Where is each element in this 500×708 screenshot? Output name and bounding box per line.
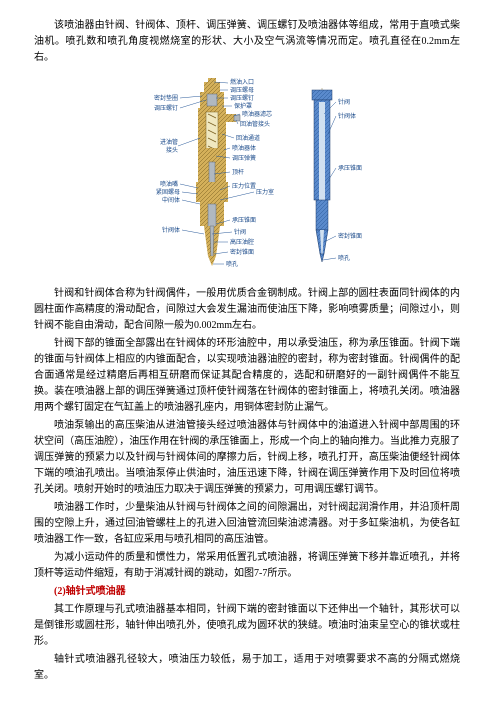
injector-figure: 密封垫圈 调压螺钉 进油管 接头 喷油嘴 紧固螺母 中间体 针阀体 燃油入口 调… xyxy=(34,74,460,280)
svg-text:针阀体: 针阀体 xyxy=(338,112,356,120)
svg-text:回油管接头: 回油管接头 xyxy=(240,120,270,128)
svg-text:喷孔: 喷孔 xyxy=(338,254,350,262)
svg-text:顶杆: 顶杆 xyxy=(232,168,244,176)
svg-text:密封锥面: 密封锥面 xyxy=(338,232,362,240)
svg-text:进油管: 进油管 xyxy=(160,138,178,146)
svg-text:针阀: 针阀 xyxy=(338,98,350,106)
svg-text:喷油器体: 喷油器体 xyxy=(232,144,256,152)
svg-text:调压螺钉: 调压螺钉 xyxy=(230,94,254,102)
svg-text:保护罩: 保护罩 xyxy=(234,102,252,110)
svg-text:调压弹簧: 调压弹簧 xyxy=(232,154,256,162)
paragraph-6: 为减小运动件的质量和惯性力，常采用低置孔式喷油器，将调压弹簧下移并靠近喷孔，并将… xyxy=(34,550,460,582)
svg-text:针阀: 针阀 xyxy=(234,228,246,236)
paragraph-7: 其工作原理与孔式喷油器基本相同，针阀下端的密封锥面以下还伸出一个轴针，其形状可以… xyxy=(34,602,460,650)
paragraph-2: 针阀和针阀体合称为针阀偶件，一般用优质合金钢制成。针阀上部的圆柱表面同针阀体的内… xyxy=(34,286,460,334)
svg-text:喷孔: 喷孔 xyxy=(226,260,238,268)
svg-text:调压螺母: 调压螺母 xyxy=(230,86,254,94)
svg-text:压力位置: 压力位置 xyxy=(232,182,256,190)
svg-text:承压锥面: 承压锥面 xyxy=(232,216,256,224)
svg-text:接头: 接头 xyxy=(166,146,178,154)
svg-text:回油通道: 回油通道 xyxy=(236,134,260,142)
svg-text:紧固螺母: 紧固螺母 xyxy=(156,188,180,196)
svg-text:密封锥面: 密封锥面 xyxy=(230,248,254,256)
paragraph-4: 喷油泵输出的高压柴油从进油管接头经过喷油器体与针阀体中的油道进入针阀中部周围的环… xyxy=(34,418,460,498)
right-injector xyxy=(312,88,332,262)
svg-text:燃油入口: 燃油入口 xyxy=(230,78,254,86)
svg-text:中间体: 中间体 xyxy=(162,196,180,204)
svg-text:密封垫圈: 密封垫圈 xyxy=(154,94,178,102)
paragraph-5: 喷油器工作时，少量柴油从针阀与针阀体之间的间隙漏出，对针阀起润滑作用，并沿顶杆周… xyxy=(34,500,460,548)
svg-text:承压锥面: 承压锥面 xyxy=(338,164,362,172)
svg-text:针阀体: 针阀体 xyxy=(162,226,180,234)
svg-text:喷油嘴: 喷油嘴 xyxy=(160,180,178,188)
paragraph-3: 针阀下部的锥面全部露出在针阀体的环形油腔中，用以承受油压，称为承压锥面。针阀下端… xyxy=(34,336,460,416)
svg-text:调压螺钉: 调压螺钉 xyxy=(154,104,178,112)
svg-text:压力室: 压力室 xyxy=(256,188,274,196)
svg-text:喷油器滤芯: 喷油器滤芯 xyxy=(242,110,272,118)
svg-text:高压油腔: 高压油腔 xyxy=(230,238,254,246)
paragraph-8: 轴针式喷油器孔径较大，喷油压力较低，易于加工，适用于对喷雾要求不高的分隔式燃烧室… xyxy=(34,652,460,684)
section-heading: (2)轴针式喷油器 xyxy=(34,584,460,600)
intro-paragraph: 该喷油器由针阀、针阀体、顶杆、调压弹簧、调压螺钉及喷油器体等组成，常用于直喷式柴… xyxy=(34,18,460,66)
